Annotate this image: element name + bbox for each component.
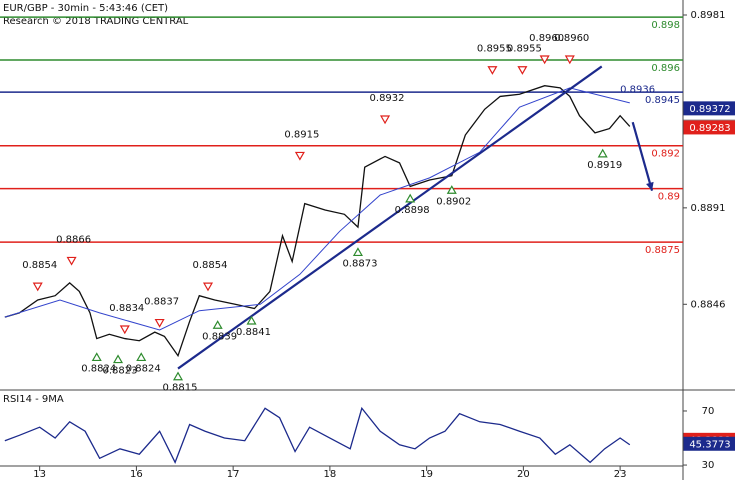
low-marker bbox=[136, 352, 147, 362]
high-marker bbox=[487, 66, 498, 75]
annotation-label: 0.8854 bbox=[22, 260, 57, 271]
x-tick-label: 18 bbox=[324, 469, 337, 480]
annotation-label: 0.8824 bbox=[126, 363, 161, 374]
level-label: 0.898 bbox=[651, 20, 680, 31]
high-marker bbox=[119, 325, 130, 335]
low-marker bbox=[597, 148, 608, 158]
low-marker bbox=[405, 193, 416, 203]
annotation-label: 0.8932 bbox=[370, 93, 405, 104]
annotation-label: 0.8834 bbox=[109, 303, 144, 314]
y-tick-label: 0.8981 bbox=[691, 10, 726, 21]
annotation-label: 0.8873 bbox=[342, 258, 377, 269]
forecast-arrow bbox=[631, 121, 654, 192]
high-marker bbox=[539, 55, 550, 65]
y-tick-label: 70 bbox=[702, 406, 715, 417]
low-marker bbox=[246, 315, 257, 325]
x-tick-label: 23 bbox=[614, 469, 627, 480]
annotation-label: 0.8960 bbox=[529, 33, 564, 44]
price-tag bbox=[683, 436, 735, 451]
price-tag bbox=[683, 120, 735, 135]
level-label: 0.8945 bbox=[645, 95, 680, 106]
high-marker bbox=[154, 318, 165, 328]
x-tick-label: 13 bbox=[33, 469, 46, 480]
high-marker bbox=[564, 55, 575, 65]
high-marker bbox=[517, 66, 528, 75]
annotation-label: 0.8902 bbox=[436, 196, 471, 207]
x-tick-label: 16 bbox=[130, 469, 143, 480]
annotation-label: 0.8955 bbox=[477, 44, 512, 55]
chart-subtitle: Research © 2018 TRADING CENTRAL bbox=[3, 16, 189, 27]
annotation-label: 0.8898 bbox=[395, 205, 430, 216]
level-label: 0.89 bbox=[658, 192, 680, 203]
y-tick-label: 0.8846 bbox=[691, 299, 726, 310]
annotation-label: 0.8837 bbox=[144, 297, 179, 308]
high-marker bbox=[202, 282, 214, 292]
level-label: 0.892 bbox=[651, 149, 680, 160]
annotation-label: 0.8915 bbox=[284, 129, 319, 140]
price-tag-label: 0.89372 bbox=[689, 104, 730, 115]
low-marker bbox=[172, 371, 184, 381]
annotation-label: 0.8824 bbox=[81, 363, 116, 374]
annotation-label: 0.8955 bbox=[507, 44, 542, 55]
high-marker bbox=[66, 256, 77, 266]
high-marker bbox=[294, 151, 305, 161]
series-line bbox=[4, 87, 630, 331]
x-tick-label: 19 bbox=[420, 469, 433, 480]
y-tick-label: 30 bbox=[702, 460, 715, 471]
annotation-label: 0.8919 bbox=[587, 160, 622, 171]
level-label: 0.8875 bbox=[645, 245, 680, 256]
annotation-label: 0.8854 bbox=[192, 260, 227, 271]
low-marker bbox=[91, 352, 102, 362]
annotation-label: 0.8960 bbox=[554, 33, 589, 44]
x-tick-label: 20 bbox=[517, 469, 530, 480]
high-marker bbox=[32, 282, 43, 292]
high-marker bbox=[380, 115, 391, 125]
series-line bbox=[4, 406, 631, 464]
chart-title: EUR/GBP - 30min - 5:43:46 (CET) bbox=[3, 3, 168, 14]
price-tag-label: 45.3773 bbox=[689, 439, 730, 450]
level-label: 0.896 bbox=[651, 63, 680, 74]
low-marker bbox=[212, 320, 223, 329]
annotation-label: 0.8866 bbox=[56, 234, 91, 245]
series-line bbox=[4, 85, 631, 358]
y-tick-label: 0.8891 bbox=[691, 203, 726, 214]
annotation-label: 0.8815 bbox=[163, 383, 198, 394]
annotation-label: 0.8841 bbox=[236, 327, 271, 338]
arrow-head bbox=[646, 181, 654, 191]
annotation-label: 0.8839 bbox=[202, 331, 237, 342]
ma-label: 0.8936 bbox=[620, 84, 655, 95]
trend-line bbox=[177, 65, 603, 370]
price-tag bbox=[683, 101, 735, 116]
x-tick-label: 17 bbox=[227, 469, 240, 480]
price-tag-label: 0.89283 bbox=[689, 123, 730, 134]
low-marker bbox=[112, 354, 124, 364]
annotation-label: 0.8823 bbox=[103, 366, 138, 377]
low-marker bbox=[352, 247, 363, 257]
panel-title: RSI14 - 9MA bbox=[3, 394, 64, 405]
low-marker bbox=[446, 185, 457, 194]
